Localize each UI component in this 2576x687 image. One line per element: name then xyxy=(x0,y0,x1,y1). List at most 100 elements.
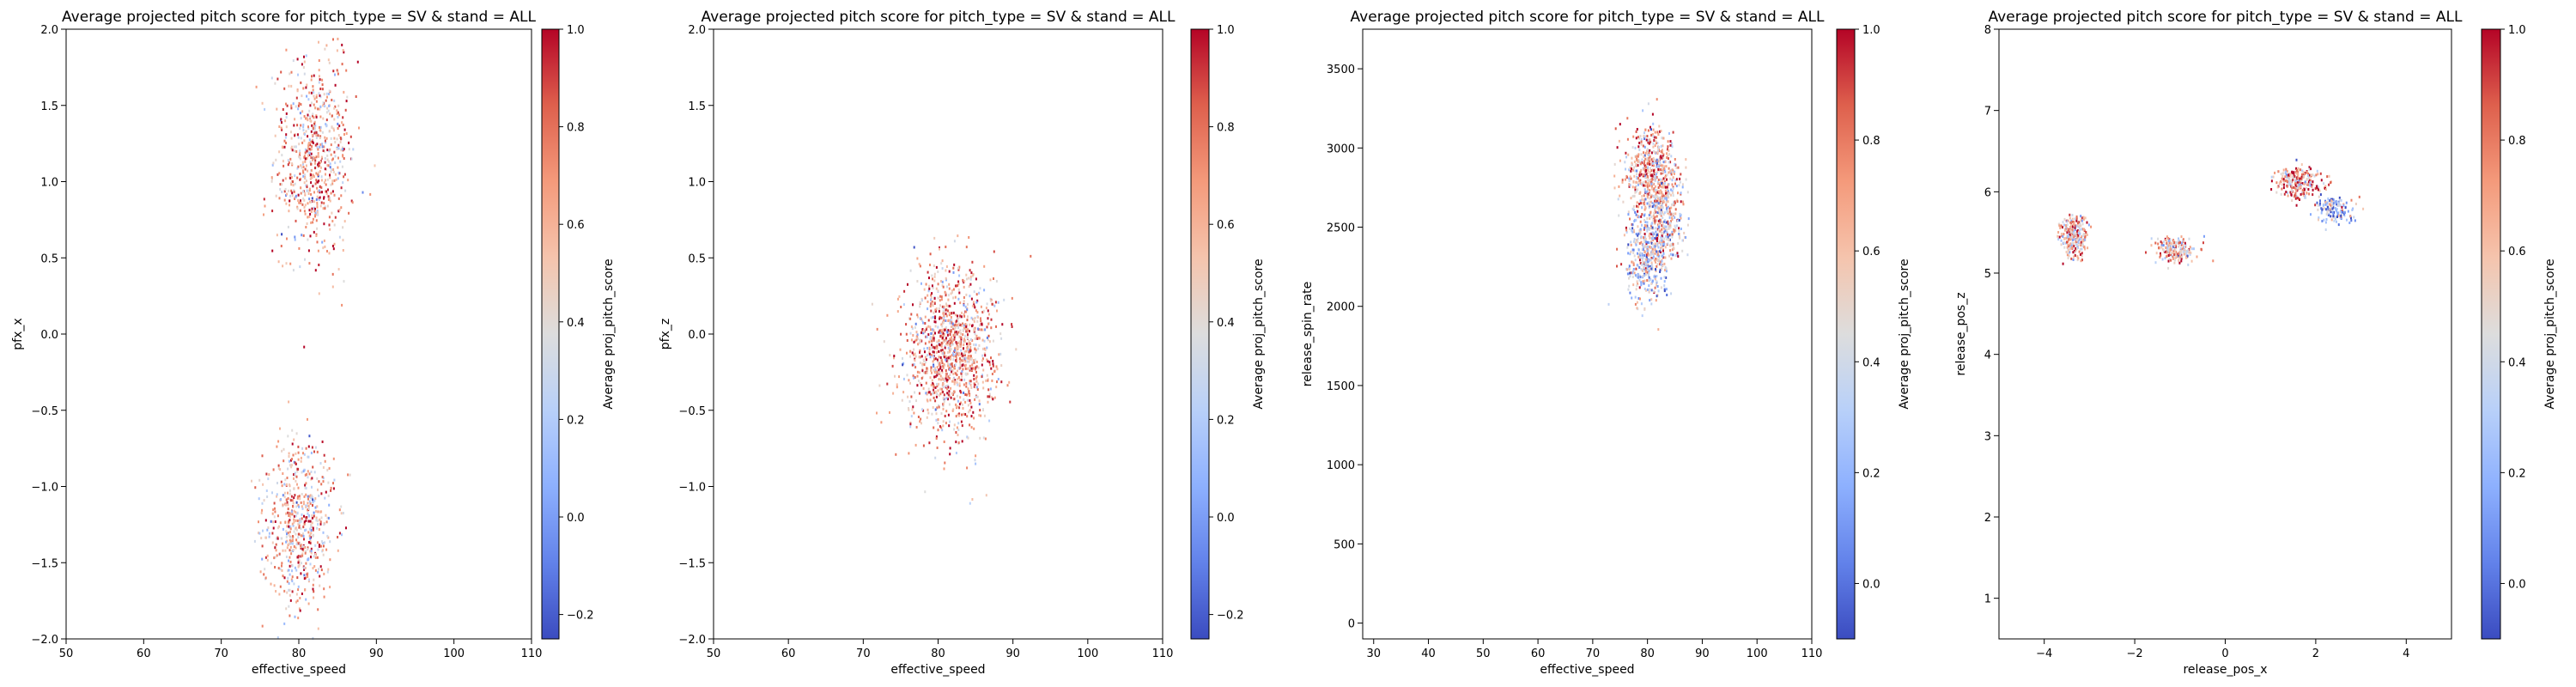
heatmap-cell xyxy=(937,325,939,329)
heatmap-cell xyxy=(959,363,962,367)
colorbar-tick-label: 0.6 xyxy=(567,219,585,232)
heatmap-cell xyxy=(945,269,947,272)
heatmap-cell xyxy=(309,520,312,523)
heatmap-cell xyxy=(313,514,315,518)
heatmap-cell xyxy=(304,551,307,555)
heatmap-cell xyxy=(939,299,941,302)
heatmap-cell xyxy=(923,371,926,374)
heatmap-cell xyxy=(289,545,292,549)
heatmap-cell xyxy=(947,398,949,401)
heatmap-cell xyxy=(294,494,296,497)
heatmap-cell xyxy=(951,370,953,374)
heatmap-cell xyxy=(945,356,948,360)
heatmap-cell xyxy=(960,352,963,356)
heatmap-cell xyxy=(1661,198,1663,202)
heatmap-cell xyxy=(320,568,323,572)
heatmap-cell xyxy=(290,104,293,107)
heatmap-cell xyxy=(2188,237,2190,240)
heatmap-cell xyxy=(2308,192,2311,196)
heatmap-cell xyxy=(302,546,305,550)
heatmap-cell xyxy=(289,527,292,531)
heatmap-cell xyxy=(291,564,294,568)
heatmap-cell xyxy=(334,141,337,144)
heatmap-cell xyxy=(1644,184,1647,187)
heatmap-cell xyxy=(1651,205,1654,209)
heatmap-cell xyxy=(956,332,958,336)
heatmap-cell xyxy=(1650,151,1653,155)
heatmap-cell xyxy=(979,409,981,412)
heatmap-cell xyxy=(1631,296,1633,300)
heatmap-cell xyxy=(341,63,343,66)
heatmap-cell xyxy=(311,144,313,148)
heatmap-cell xyxy=(945,326,947,329)
heatmap-cell xyxy=(1637,153,1640,156)
heatmap-cell xyxy=(284,119,287,123)
heatmap-cell xyxy=(2336,203,2337,206)
heatmap-cell xyxy=(1663,225,1666,228)
heatmap-cell xyxy=(2326,200,2329,204)
heatmap-cell xyxy=(2181,241,2183,245)
heatmap-cell xyxy=(1631,207,1634,210)
heatmap-cell xyxy=(958,265,961,269)
heatmap-cell xyxy=(321,145,324,149)
heatmap-cell xyxy=(955,350,957,354)
heatmap-cell xyxy=(942,312,945,315)
heatmap-cell xyxy=(920,422,922,425)
heatmap-cell xyxy=(1637,145,1640,149)
heatmap-cell xyxy=(302,190,304,193)
heatmap-cell xyxy=(342,124,344,126)
heatmap-cell xyxy=(1658,259,1661,263)
heatmap-cell xyxy=(974,383,976,386)
heatmap-cell xyxy=(957,399,959,403)
heatmap-cell xyxy=(978,414,981,417)
heatmap-cell xyxy=(1646,229,1649,233)
heatmap-cell xyxy=(305,528,307,532)
heatmap-cell xyxy=(933,346,936,350)
heatmap-cell xyxy=(1644,128,1647,131)
heatmap-cell xyxy=(948,403,951,406)
heatmap-cell xyxy=(913,246,915,249)
heatmap-cell xyxy=(264,568,266,571)
heatmap-cell xyxy=(949,344,951,348)
heatmap-cell xyxy=(2075,216,2078,220)
heatmap-cell xyxy=(1629,271,1631,275)
heatmap-cell xyxy=(288,588,290,592)
heatmap-cell xyxy=(1630,271,1632,275)
heatmap-cell xyxy=(2331,211,2334,215)
heatmap-cell xyxy=(1638,286,1641,289)
heatmap-cell xyxy=(1011,323,1013,326)
heatmap-cell xyxy=(1668,224,1671,228)
heatmap-cell xyxy=(1649,213,1652,216)
heatmap-cell xyxy=(299,497,301,501)
heatmap-cell xyxy=(950,292,952,295)
heatmap-cell xyxy=(2324,201,2327,204)
heatmap-cell xyxy=(1643,307,1646,311)
heatmap-cell xyxy=(958,340,961,344)
colorbar-tick-label: 0.4 xyxy=(1862,356,1880,369)
heatmap-cell xyxy=(319,522,322,526)
heatmap-cell xyxy=(915,335,918,338)
heatmap-cell xyxy=(1649,265,1651,268)
x-tick-label: 80 xyxy=(931,647,945,660)
heatmap-cell xyxy=(290,70,293,74)
heatmap-cell xyxy=(940,349,943,352)
heatmap-cell xyxy=(2080,240,2082,244)
heatmap-cell xyxy=(1643,240,1645,244)
heatmap-cell xyxy=(1661,224,1663,228)
colorbar-tick-label: 1.0 xyxy=(1217,24,1235,37)
heatmap-cell xyxy=(1657,220,1660,222)
heatmap-cell xyxy=(331,157,334,161)
heatmap-cell xyxy=(1641,314,1643,318)
heatmap-cell xyxy=(969,350,971,353)
heatmap-cell xyxy=(1665,201,1668,204)
heatmap-cell xyxy=(2073,255,2075,258)
heatmap-cell xyxy=(1669,233,1672,236)
heatmap-cell xyxy=(1673,212,1674,216)
heatmap-cell xyxy=(314,269,317,272)
heatmap-cell xyxy=(944,329,946,331)
heatmap-cell xyxy=(290,465,293,469)
heatmap-cell xyxy=(296,541,299,544)
heatmap-cell xyxy=(1672,243,1674,246)
heatmap-cell xyxy=(296,58,299,61)
heatmap-cell xyxy=(1677,166,1680,169)
